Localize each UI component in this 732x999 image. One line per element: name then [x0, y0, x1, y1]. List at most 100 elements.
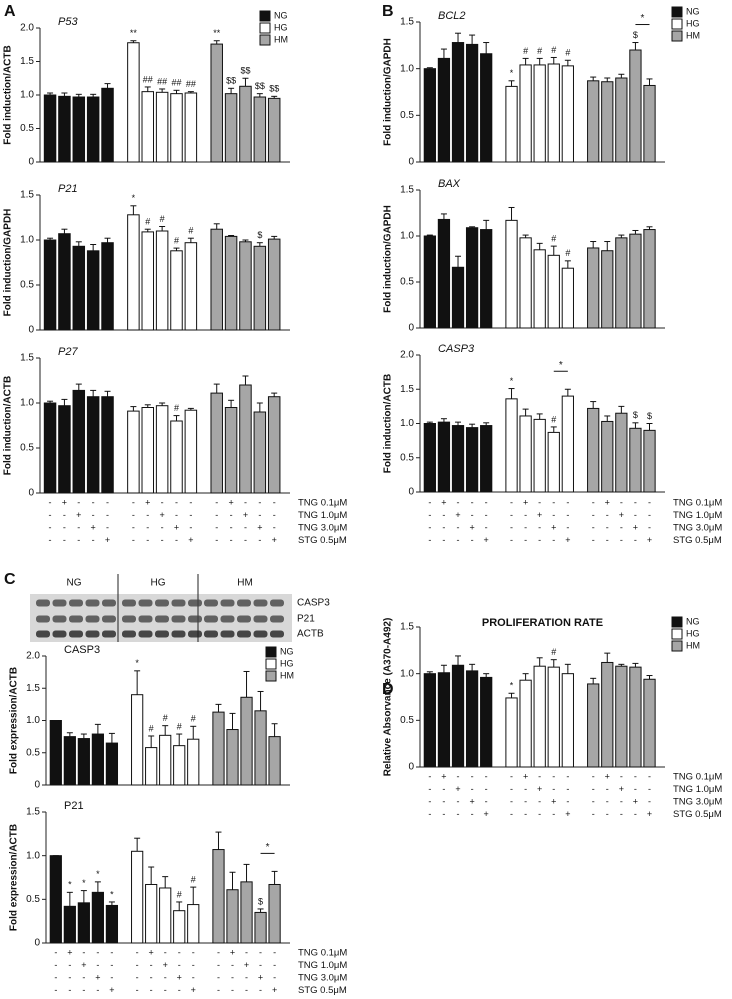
treatment-mark: - [457, 796, 460, 806]
treatment-mark: + [551, 796, 556, 806]
treatment-mark: - [54, 947, 57, 957]
treatment-mark: - [161, 535, 164, 545]
bar [587, 247, 600, 329]
legend-label: HG [686, 18, 700, 28]
treatment-mark: - [606, 522, 609, 532]
treatment-mark: - [146, 510, 149, 520]
treatment-mark: - [428, 510, 431, 520]
bar [423, 68, 436, 163]
treatment-mark: - [49, 522, 52, 532]
treatment-label: STG 0.5μM [298, 535, 347, 546]
treatment-mark: + [67, 947, 72, 957]
significance-label: # [174, 403, 179, 413]
treatment-mark: - [620, 522, 623, 532]
chart-title: P21 [58, 183, 78, 195]
significance-label: * [68, 880, 72, 890]
treatment-mark: - [178, 985, 181, 995]
legend-label: HM [274, 34, 288, 44]
treatment-mark: - [634, 510, 637, 520]
significance-label: * [559, 360, 563, 371]
treatment-mark: - [510, 771, 513, 781]
treatment-mark: + [95, 972, 100, 982]
treatment-mark: + [455, 510, 460, 520]
y-tick-label: 1.5 [400, 17, 414, 28]
treatment-mark: - [634, 784, 637, 794]
blot-band-label: ACTB [297, 629, 324, 640]
legend-swatch [671, 640, 683, 652]
bar [253, 96, 267, 163]
treatment-label: TNG 0.1μM [298, 948, 347, 959]
significance-label: $$ [226, 76, 236, 86]
treatment-mark: - [566, 522, 569, 532]
bar [423, 673, 436, 768]
bar [63, 905, 76, 944]
y-axis-label: Fold induction/ACTB [383, 374, 394, 473]
bar [519, 64, 532, 163]
bar [505, 85, 518, 163]
blot-band [52, 599, 67, 607]
treatment-mark: - [77, 497, 80, 507]
treatment-mark: - [620, 796, 623, 806]
y-tick-label: 1.0 [20, 90, 34, 101]
bar [643, 678, 656, 768]
treatment-label: TNG 0.1μM [673, 498, 722, 509]
bar [465, 227, 479, 329]
legend-swatch [259, 22, 271, 34]
treatment-mark: - [110, 947, 113, 957]
bar [423, 423, 436, 493]
bar [58, 95, 71, 163]
blot-band [122, 599, 136, 607]
bar [451, 425, 465, 493]
treatment-mark: + [484, 535, 489, 545]
treatment-mark: - [442, 784, 445, 794]
treatment-mark: - [566, 796, 569, 806]
bar [267, 396, 281, 494]
treatment-mark: - [231, 985, 234, 995]
treatment-mark: + [174, 522, 179, 532]
significance-label: $$ [255, 81, 265, 91]
treatment-mark: - [485, 796, 488, 806]
legend-label: HG [280, 658, 294, 668]
treatment-mark: - [442, 796, 445, 806]
treatment-mark: - [552, 510, 555, 520]
treatment-mark: - [552, 497, 555, 507]
treatment-mark: - [49, 535, 52, 545]
legend-label: HG [686, 628, 700, 638]
treatment-mark: - [77, 522, 80, 532]
significance-label: # [177, 721, 182, 731]
treatment-mark: - [96, 947, 99, 957]
y-tick-label: 0 [408, 157, 414, 168]
significance-label: ** [130, 28, 138, 38]
blot-band [237, 615, 251, 623]
treatment-mark: - [244, 522, 247, 532]
bar [141, 231, 155, 331]
bar [437, 57, 451, 163]
bar [533, 249, 546, 329]
blot-band [155, 599, 169, 607]
treatment-mark: + [605, 497, 610, 507]
significance-label: # [188, 226, 193, 236]
treatment-mark: - [258, 510, 261, 520]
bar [105, 742, 119, 786]
bar [601, 81, 614, 163]
treatment-mark: - [471, 809, 474, 819]
bar [451, 664, 465, 768]
treatment-mark: - [442, 809, 445, 819]
y-tick-label: 0.5 [26, 747, 40, 758]
treatment-mark: - [273, 522, 276, 532]
treatment-mark: - [471, 510, 474, 520]
treatment-mark: - [552, 771, 555, 781]
treatment-label: TNG 3.0μM [673, 797, 722, 808]
bar [212, 711, 225, 786]
treatment-mark: - [132, 535, 135, 545]
treatment-mark: - [442, 510, 445, 520]
bar [437, 218, 451, 329]
treatment-mark: - [132, 522, 135, 532]
treatment-mark: - [510, 535, 513, 545]
bar [131, 694, 144, 786]
y-tick-label: 1.0 [400, 63, 414, 74]
bar [212, 849, 225, 944]
significance-label: # [163, 713, 168, 723]
bar [505, 219, 518, 329]
bar [155, 230, 169, 331]
